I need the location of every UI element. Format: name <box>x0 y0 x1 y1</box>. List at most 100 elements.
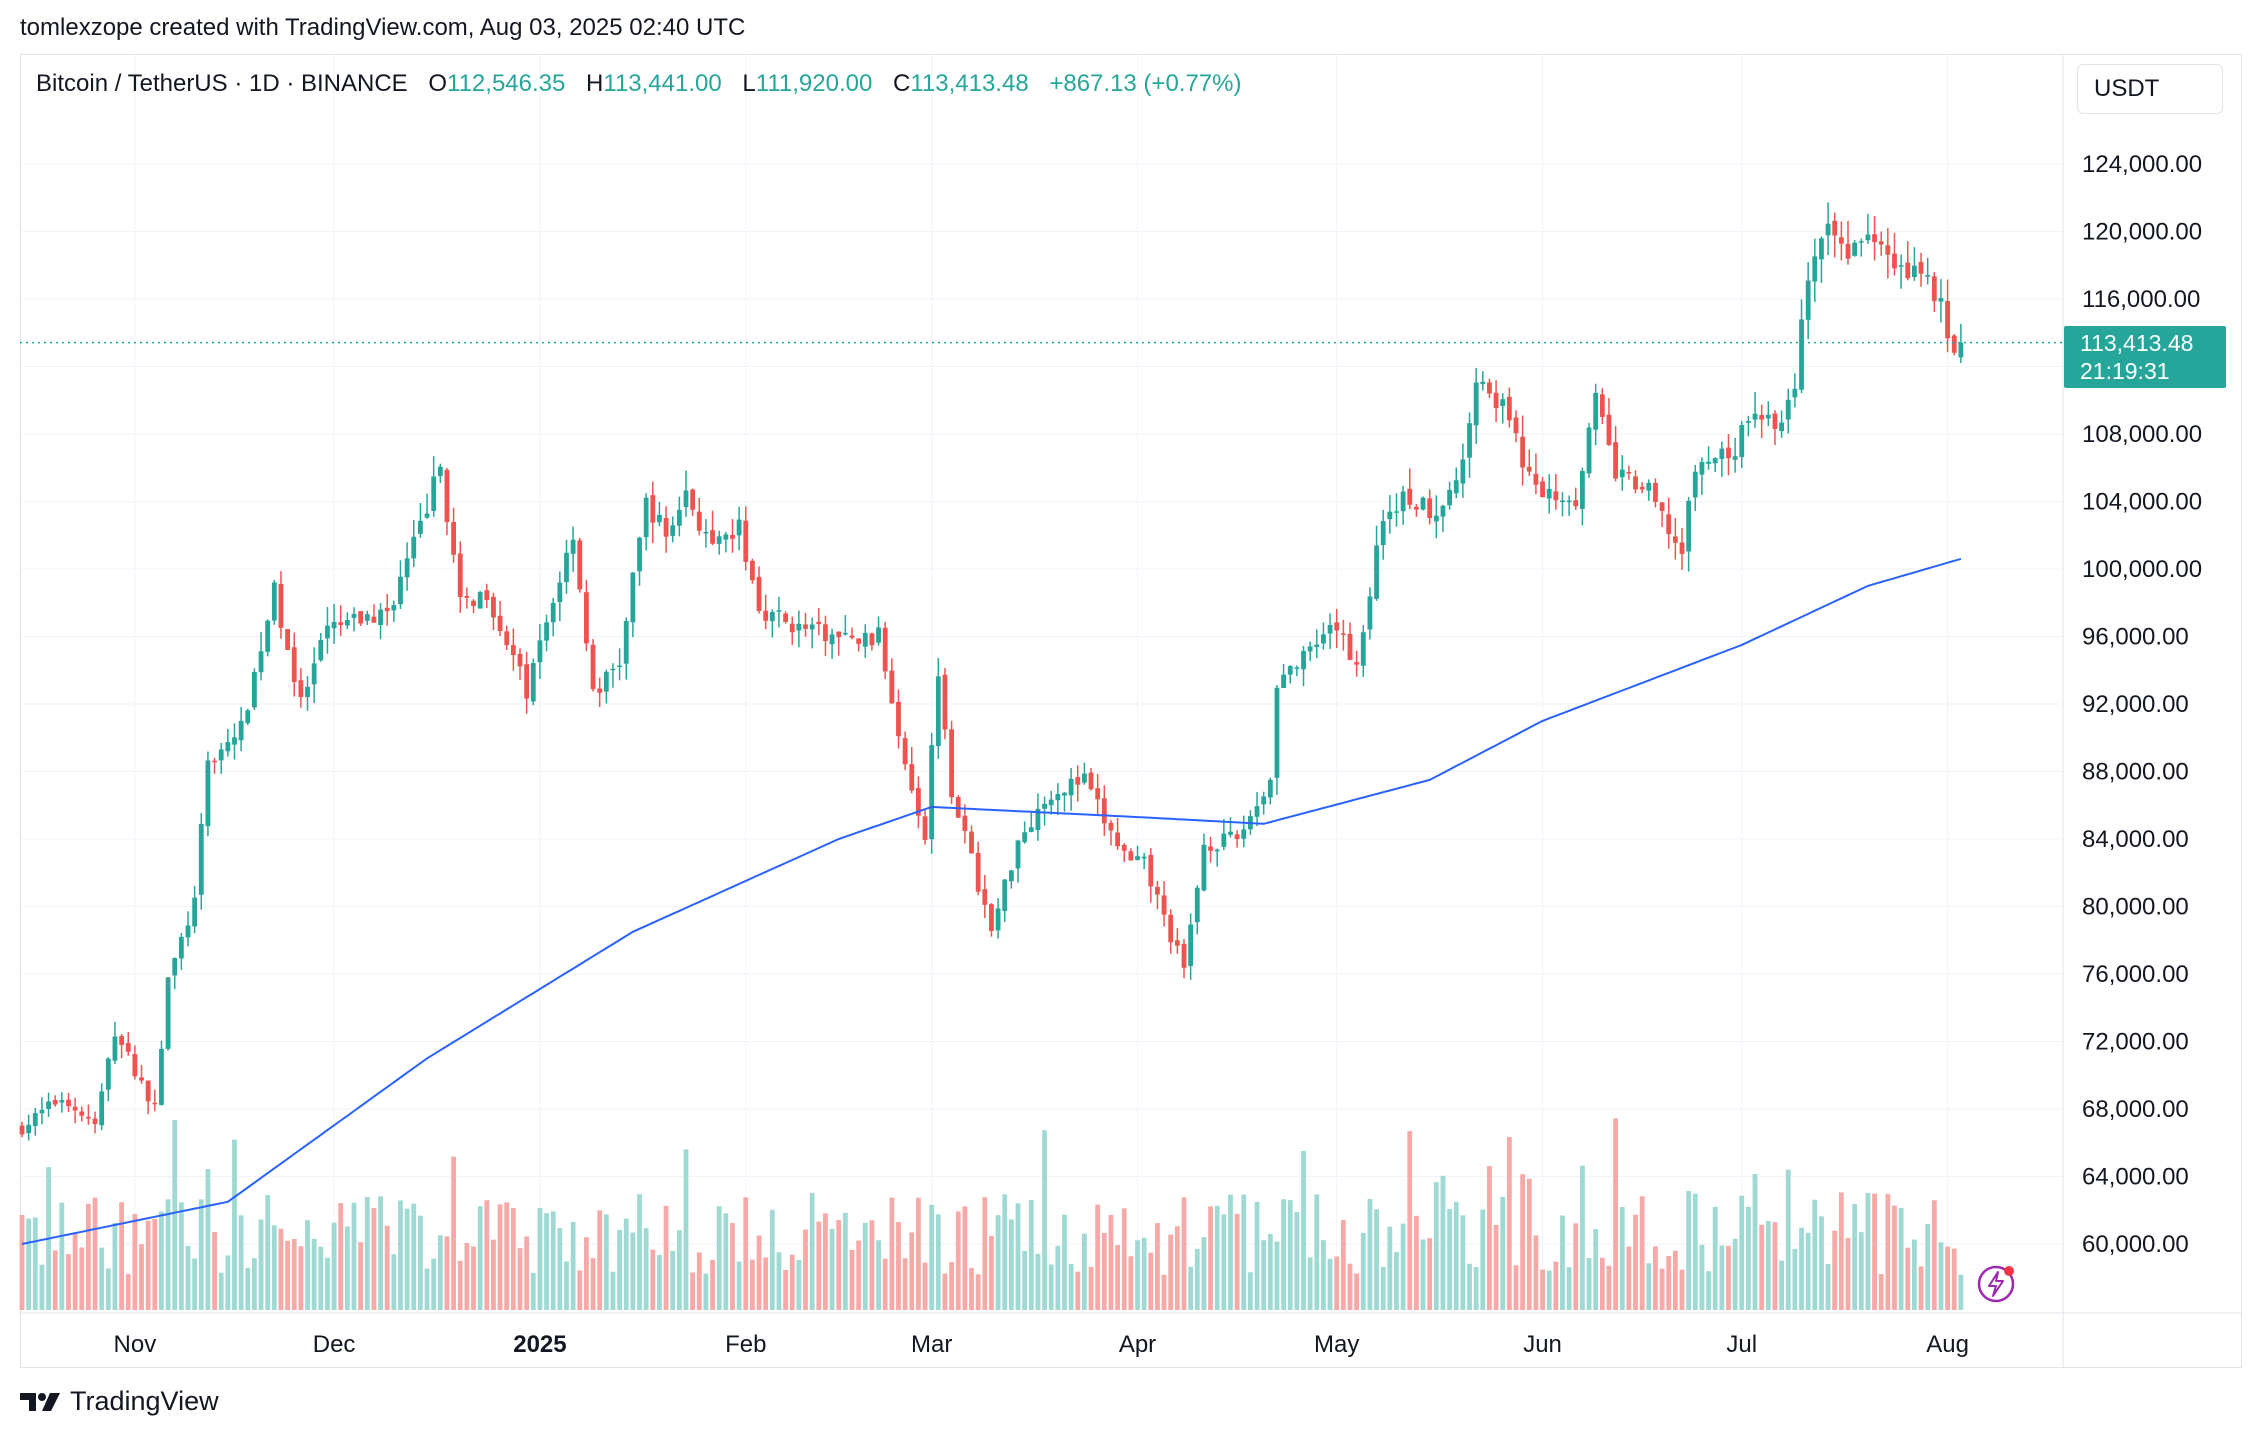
volume-bar <box>1135 1240 1140 1310</box>
candle-body <box>1427 498 1433 519</box>
candle-body <box>597 688 603 693</box>
candle-body <box>750 560 755 581</box>
candle-body <box>1108 822 1114 831</box>
volume-bar <box>1121 1208 1127 1310</box>
candle-body <box>152 1102 158 1105</box>
candle-body <box>105 1058 111 1090</box>
candle-body <box>1334 622 1340 631</box>
candle-body <box>1513 417 1519 434</box>
volume-bar <box>152 1219 158 1310</box>
last-price-tag: 113,413.48 21:19:31 <box>2064 326 2226 388</box>
volume-bar <box>311 1238 317 1310</box>
candle-body <box>783 613 788 622</box>
volume-bar <box>829 1228 835 1310</box>
candle-body <box>849 635 855 638</box>
volume-bar <box>1433 1182 1439 1310</box>
currency-selector-button[interactable]: USDT <box>2077 64 2223 114</box>
candle-body <box>962 815 968 831</box>
candle-body <box>225 742 231 752</box>
candle-body <box>1819 238 1824 260</box>
candle-body <box>1845 243 1851 259</box>
volume-bar <box>816 1221 822 1310</box>
candle-body <box>657 514 662 523</box>
candle-body <box>1931 276 1937 302</box>
volume-bar <box>1526 1178 1532 1310</box>
candle-body <box>1035 808 1041 831</box>
volume-bar <box>1035 1253 1041 1310</box>
volume-bar <box>896 1222 901 1310</box>
volume-bar <box>1042 1130 1047 1310</box>
volume-bar <box>252 1258 257 1310</box>
time-axis-tick-label: Mar <box>911 1331 952 1358</box>
candle-body <box>1540 481 1545 498</box>
candle-body <box>1394 511 1399 513</box>
candle-body <box>1022 832 1028 843</box>
candle-body <box>650 495 656 523</box>
volume-bar <box>1480 1209 1486 1310</box>
candle-body <box>1294 667 1300 669</box>
volume-bar <box>1666 1256 1672 1310</box>
volume-bar <box>1832 1230 1838 1310</box>
candle-body <box>1746 421 1751 423</box>
volume-bar <box>305 1220 310 1310</box>
candle-body <box>252 671 257 708</box>
volume-bar <box>550 1211 556 1310</box>
price-axis-tick-label: 64,000.00 <box>2082 1164 2189 1191</box>
volume-bar <box>1560 1215 1565 1310</box>
volume-bar <box>491 1239 496 1310</box>
candle-body <box>411 536 417 559</box>
ohlc-legend[interactable]: Bitcoin / TetherUS · 1D · BINANCE O112,5… <box>36 70 1241 98</box>
volume-bar <box>935 1214 941 1310</box>
volume-bar <box>1852 1203 1858 1310</box>
candle-body <box>1832 220 1838 236</box>
brand-name: TradingView <box>70 1386 219 1416</box>
volume-bar <box>1407 1131 1413 1310</box>
volume-bar <box>597 1210 603 1310</box>
candle-body <box>1321 634 1326 644</box>
volume-bar <box>1414 1215 1419 1310</box>
volume-bar <box>1679 1269 1685 1310</box>
candle-body <box>477 591 483 609</box>
volume-bar <box>1613 1118 1618 1310</box>
candle-body <box>504 631 510 646</box>
candle-body <box>1918 261 1924 274</box>
candle-body <box>39 1109 45 1114</box>
volume-bar <box>444 1236 450 1310</box>
candle-body <box>1135 856 1140 860</box>
volume-bar <box>112 1222 118 1310</box>
candle-body <box>444 469 450 523</box>
volume-bar <box>1599 1257 1605 1310</box>
candle-body <box>603 671 609 692</box>
volume-bar <box>398 1200 403 1310</box>
candle-body <box>437 466 443 477</box>
volume-bar <box>1400 1223 1406 1310</box>
volume-bar <box>1785 1169 1791 1310</box>
volume-bar <box>1447 1209 1452 1310</box>
volume-bar <box>1380 1267 1386 1310</box>
volume-bar <box>1208 1206 1213 1310</box>
candle-body <box>942 674 948 730</box>
candle-body <box>935 676 941 747</box>
flash-icon[interactable] <box>1976 1264 2016 1304</box>
volume-bar <box>504 1202 510 1310</box>
volume-bar <box>969 1268 974 1310</box>
volume-bar <box>424 1268 430 1310</box>
candle-body <box>1095 788 1101 800</box>
candle-body <box>391 605 397 611</box>
candle-body <box>763 610 769 621</box>
candle-body <box>1732 456 1738 460</box>
volume-bar <box>703 1273 709 1310</box>
candle-body <box>1580 470 1585 510</box>
candle-body <box>1646 482 1652 491</box>
volume-bar <box>650 1249 656 1310</box>
legend-high-value: 113,441.00 <box>603 70 722 97</box>
moving-average-line <box>21 557 1962 1245</box>
candle-body <box>1593 392 1599 430</box>
candle-body <box>829 634 835 645</box>
tradingview-brand[interactable]: TradingView <box>20 1386 219 1417</box>
candle-body <box>1254 806 1260 817</box>
candle-body <box>1082 773 1087 783</box>
candle-body <box>1048 799 1054 806</box>
candle-body <box>1792 388 1798 398</box>
